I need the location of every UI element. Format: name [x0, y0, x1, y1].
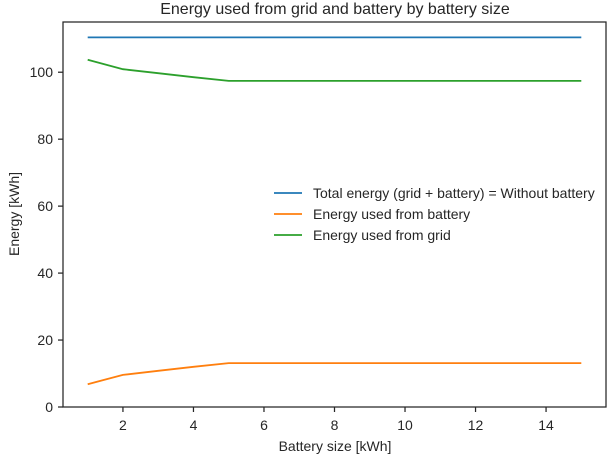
series-line-1 [87, 362, 582, 386]
x-axis: 2 4 6 8 10 12 14 [119, 407, 554, 433]
x-tick-label: 4 [190, 417, 198, 433]
y-axis: 0 20 40 60 80 100 [30, 64, 63, 415]
y-tick-label: 0 [45, 399, 53, 415]
y-tick-label: 60 [37, 198, 53, 214]
y-tick-label: 20 [37, 332, 53, 348]
y-tick-label: 100 [30, 64, 54, 80]
legend-label-0: Total energy (grid + battery) = Without … [313, 185, 595, 201]
chart-title: Energy used from grid and battery by bat… [160, 1, 510, 18]
x-tick-label: 10 [397, 417, 413, 433]
legend-label-1: Energy used from battery [313, 206, 470, 222]
legend: Total energy (grid + battery) = Without … [274, 185, 595, 243]
series-line-2 [87, 58, 582, 82]
y-tick-label: 40 [37, 265, 53, 281]
x-tick-label: 14 [538, 417, 554, 433]
y-axis-label: Energy [kWh] [6, 172, 22, 256]
x-tick-label: 2 [119, 417, 127, 433]
legend-label-2: Energy used from grid [313, 227, 451, 243]
plot-area [87, 36, 582, 386]
x-axis-label: Battery size [kWh] [279, 438, 392, 454]
y-tick-label: 80 [37, 131, 53, 147]
x-tick-label: 8 [331, 417, 339, 433]
x-tick-label: 6 [260, 417, 268, 433]
x-tick-label: 12 [468, 417, 484, 433]
